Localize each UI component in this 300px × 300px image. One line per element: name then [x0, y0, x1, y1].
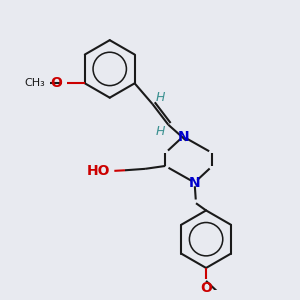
Text: O: O [200, 281, 212, 296]
Text: H: H [156, 91, 165, 104]
Text: HO: HO [87, 164, 111, 178]
Text: CH₃: CH₃ [25, 78, 45, 88]
Text: N: N [189, 176, 200, 190]
Text: H: H [156, 124, 165, 137]
Text: N: N [177, 130, 189, 143]
Text: O: O [50, 76, 62, 90]
